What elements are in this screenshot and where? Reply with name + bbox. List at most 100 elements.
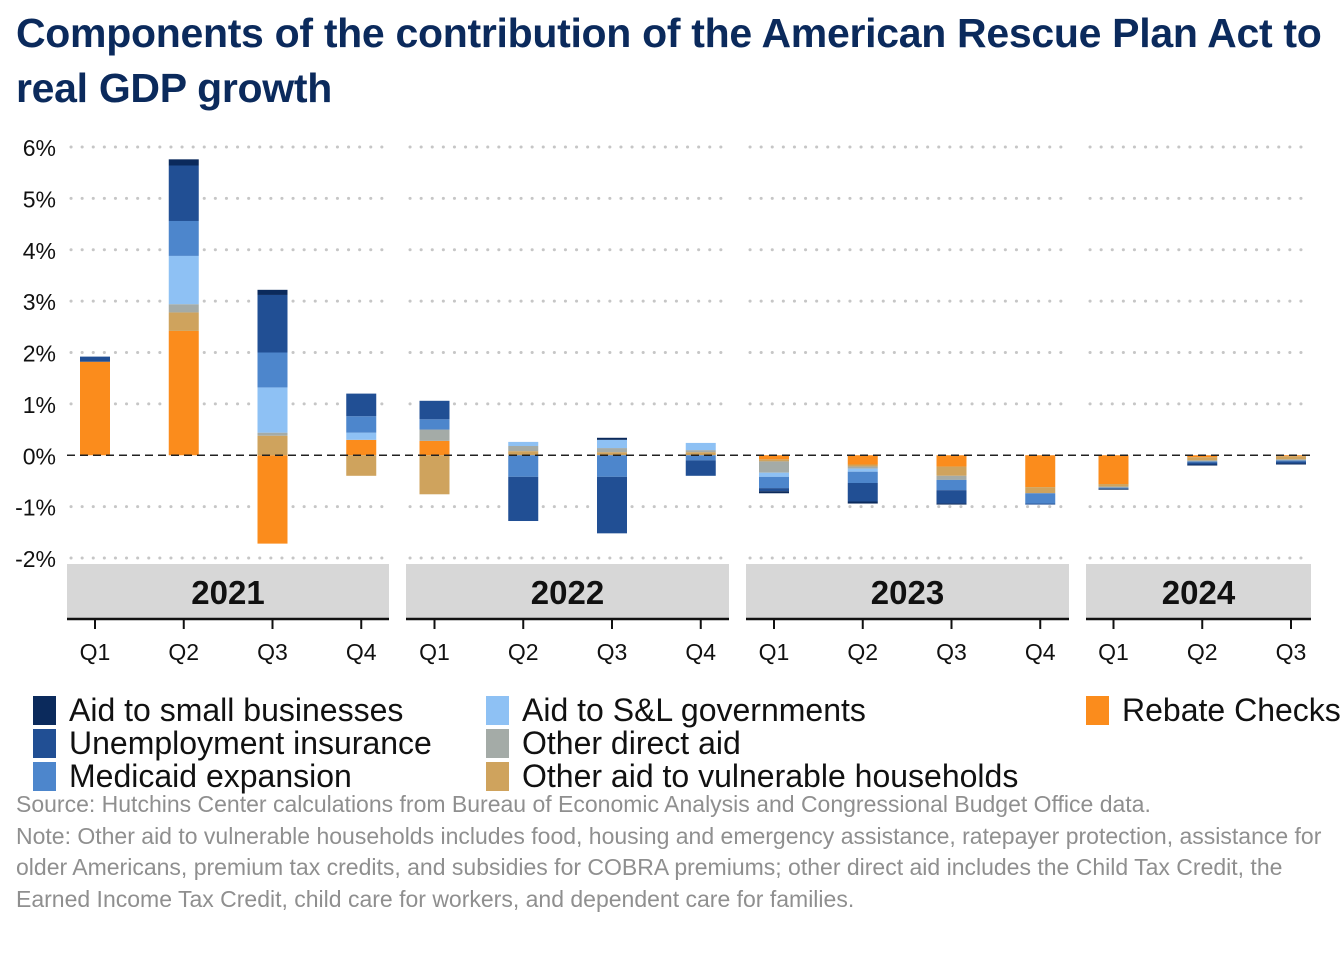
bar-aid-to-sandl-governments-2023-q2	[847, 468, 878, 472]
legend-swatch	[486, 696, 509, 725]
bar-other-aid-to-vulnerable-households-2024-q3	[1276, 456, 1306, 460]
x-tick-label: Q1	[759, 639, 790, 665]
bar-aid-to-small-businesses-2024-q2	[1187, 464, 1218, 466]
x-tick-label: Q1	[1098, 639, 1129, 665]
bar-medicaid-expansion-2022-q4	[685, 455, 716, 461]
legend-swatch	[33, 729, 56, 758]
bar-unemployment-insurance-2023-q2	[847, 482, 878, 502]
year-panels: 2021 2022 2023 2024	[67, 564, 1311, 621]
bar-medicaid-expansion-2024-q2	[1187, 461, 1218, 463]
legend-swatch	[33, 762, 56, 791]
legend-item-unemployment-insurance: Unemployment insurance	[33, 727, 432, 760]
bar-medicaid-expansion-2024-q3	[1276, 460, 1306, 462]
y-tick-label: 6%	[23, 135, 56, 161]
bar-other-aid-to-vulnerable-households-2023-q4	[1025, 487, 1056, 494]
bar-aid-to-small-businesses-2021-q2	[168, 159, 199, 166]
bar-unemployment-insurance-2023-q3	[936, 490, 967, 504]
x-tick-label: Q2	[1187, 639, 1218, 665]
bar-other-direct-aid-2024-q1	[1098, 486, 1129, 488]
legend-swatch	[486, 729, 509, 758]
bar-aid-to-small-businesses-2024-q3	[1276, 463, 1306, 465]
bar-unemployment-insurance-2022-q3	[597, 476, 627, 534]
legend-item-other-direct-aid: Other direct aid	[486, 727, 741, 760]
legend-swatch	[486, 762, 509, 791]
bar-unemployment-insurance-2023-q4	[1025, 503, 1056, 505]
bar-unemployment-insurance-2022-q2	[508, 476, 539, 522]
x-tick-label: Q3	[597, 639, 628, 665]
bar-unemployment-insurance-2022-q4	[685, 460, 716, 476]
bar-aid-to-sandl-governments-2021-q4	[346, 432, 377, 440]
y-axis: -2% -1% 0% 1% 2% 3% 4% 5% 6%	[15, 135, 56, 572]
bar-other-aid-to-vulnerable-households-2023-q2	[847, 464, 878, 467]
bar-medicaid-expansion-2021-q4	[346, 416, 377, 433]
x-tick-label: Q3	[1276, 639, 1307, 665]
bar-aid-to-small-businesses-2023-q1	[759, 491, 789, 494]
year-panel-2022	[406, 564, 729, 618]
bar-medicaid-expansion-2023-q3	[936, 479, 967, 491]
x-tick-label: Q4	[685, 639, 716, 665]
bar-rebate-checks-2023-q1	[759, 455, 789, 460]
y-tick-label: 2%	[23, 341, 56, 367]
legend-label: Aid to S&L governments	[522, 692, 866, 728]
bar-unemployment-insurance-2021-q2	[168, 165, 199, 221]
x-tick-label: Q2	[847, 639, 878, 665]
legend-item-aid-to-small-businesses: Aid to small businesses	[33, 694, 403, 727]
bar-aid-to-sandl-governments-2022-q2	[508, 441, 539, 447]
year-label: 2024	[1162, 574, 1236, 611]
y-tick-label: 0%	[23, 443, 56, 469]
bar-other-aid-to-vulnerable-households-2024-q2	[1187, 457, 1218, 461]
bar-other-aid-to-vulnerable-households-2021-q4	[346, 455, 377, 476]
legend-swatch	[1086, 696, 1109, 725]
source-note: Source: Hutchins Center calculations fro…	[16, 791, 1151, 817]
bar-rebate-checks-2021-q4	[346, 439, 377, 456]
legend-swatch	[33, 696, 56, 725]
y-tick-label: -1%	[15, 495, 56, 521]
bar-medicaid-expansion-2024-q1	[1098, 487, 1129, 489]
bar-unemployment-insurance-2023-q1	[759, 488, 789, 492]
x-tick-label: Q1	[80, 639, 111, 665]
x-tick-label: Q3	[257, 639, 288, 665]
bar-other-direct-aid-2024-q3	[1276, 459, 1306, 461]
x-tick-label: Q1	[419, 639, 450, 665]
legend-label: Other direct aid	[522, 725, 741, 761]
bar-other-aid-to-vulnerable-households-2022-q4	[685, 452, 716, 456]
bar-medicaid-expansion-2022-q3	[597, 455, 627, 477]
bar-rebate-checks-2021-q1	[80, 361, 110, 456]
x-tick-label: Q4	[1025, 639, 1056, 665]
bar-unemployment-insurance-2022-q1	[419, 400, 450, 420]
bar-medicaid-expansion-2023-q1	[759, 476, 789, 489]
year-panel-2024	[1086, 564, 1311, 618]
legend-label: Rebate Checks	[1122, 692, 1341, 728]
year-label: 2023	[871, 574, 944, 611]
y-tick-label: 5%	[23, 186, 56, 212]
year-label: 2021	[191, 574, 264, 611]
year-label: 2022	[531, 574, 604, 611]
bar-aid-to-small-businesses-2024-q1	[1098, 488, 1129, 490]
chart-area: -2% -1% 0% 1% 2% 3% 4% 5% 6% 2021 2022 2023 2024 Q1…	[15, 135, 1313, 665]
y-tick-label: 1%	[23, 392, 56, 418]
bar-other-aid-to-vulnerable-households-2023-q3	[936, 466, 967, 476]
bar-rebate-checks-2023-q4	[1025, 455, 1056, 488]
bar-other-direct-aid-2024-q2	[1187, 460, 1218, 462]
bar-rebate-checks-2021-q2	[168, 330, 199, 456]
bar-other-aid-to-vulnerable-households-2022-q1	[419, 455, 450, 495]
bar-other-direct-aid-2022-q1	[419, 429, 450, 441]
bar-rebate-checks-2022-q1	[419, 440, 450, 456]
bar-aid-to-small-businesses-2023-q2	[847, 501, 878, 504]
year-panel-2021	[67, 564, 389, 618]
y-tick-label: -2%	[15, 546, 56, 572]
bar-medicaid-expansion-2023-q4	[1025, 493, 1056, 504]
bar-aid-to-sandl-governments-2022-q4	[685, 442, 716, 451]
bar-other-direct-aid-2021-q3	[257, 432, 288, 436]
bar-rebate-checks-2024-q1	[1098, 455, 1129, 485]
bar-other-aid-to-vulnerable-households-2022-q2	[508, 451, 539, 456]
bar-unemployment-insurance-2021-q1	[80, 356, 110, 362]
bar-rebate-checks-2021-q3	[257, 455, 288, 544]
legend-label: Unemployment insurance	[69, 725, 432, 761]
chart-notes: Source: Hutchins Center calculations fro…	[16, 789, 1336, 915]
legend-item-rebate-checks: Rebate Checks	[1086, 694, 1341, 727]
bar-other-direct-aid-2023-q3	[936, 475, 967, 480]
bar-other-direct-aid-2023-q2	[847, 466, 878, 469]
bar-aid-to-sandl-governments-2022-q3	[597, 439, 627, 449]
bar-other-direct-aid-2022-q3	[597, 448, 627, 453]
